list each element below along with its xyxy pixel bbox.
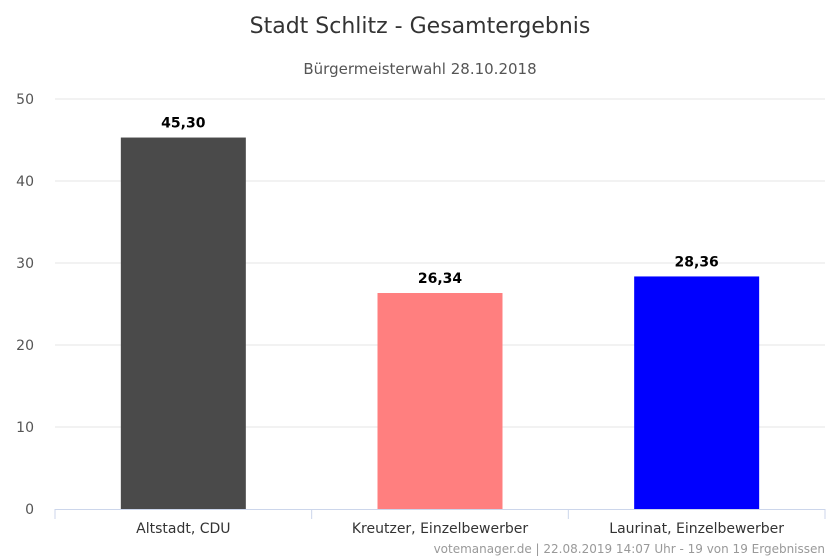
bars: 45,30 26,34 28,36: [120, 116, 760, 510]
chart-subtitle: Bürgermeisterwahl 28.10.2018: [303, 60, 536, 78]
x-tick-label: Kreutzer, Einzelbewerber: [352, 521, 529, 537]
x-axis: Altstadt, CDU Kreutzer, Einzelbewerber Lau…: [54, 509, 826, 537]
y-tick-label: 20: [16, 338, 34, 354]
y-tick-label: 10: [16, 420, 34, 436]
x-tick-label: Altstadt, CDU: [136, 521, 230, 537]
bar[interactable]: [120, 137, 246, 510]
data-label: 26,34: [418, 271, 463, 287]
chart-title: Stadt Schlitz - Gesamtergebnis: [250, 14, 591, 39]
bar[interactable]: [634, 276, 760, 509]
data-label: 28,36: [675, 254, 719, 270]
y-tick-label: 40: [16, 174, 34, 190]
y-tick-label: 50: [16, 92, 34, 108]
data-label: 45,30: [161, 116, 206, 132]
x-tick-label: Laurinat, Einzelbewerber: [609, 521, 784, 537]
y-tick-label: 0: [25, 502, 34, 518]
y-tick-label: 30: [16, 256, 34, 272]
bar[interactable]: [377, 293, 503, 509]
y-axis: 0 10 20 30 40 50: [16, 92, 34, 518]
credits[interactable]: votemanager.de | 22.08.2019 14:07 Uhr - …: [434, 542, 825, 556]
